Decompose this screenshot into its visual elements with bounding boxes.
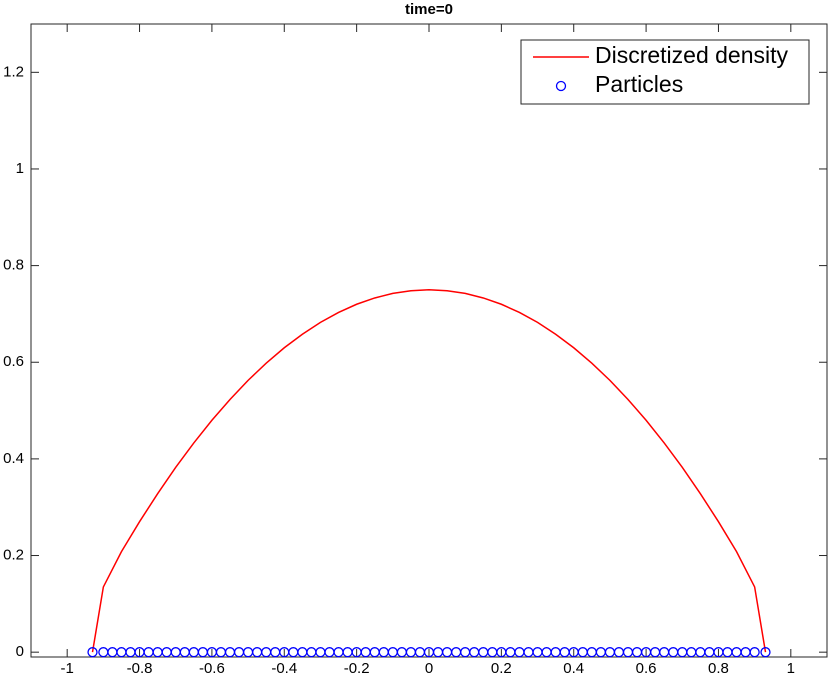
y-tick-label: 1.2: [3, 63, 24, 80]
y-tick-label: 0.4: [3, 450, 24, 467]
y-tick-label: 0: [16, 643, 24, 660]
y-tick-label: 0.2: [3, 546, 24, 563]
chart-title: time=0: [405, 1, 453, 18]
legend-label: Discretized density: [595, 42, 789, 68]
x-tick-label: 0.6: [636, 660, 657, 677]
x-tick-label: 1: [787, 660, 795, 677]
y-tick-label: 1: [16, 160, 24, 177]
legend-box: [520, 39, 810, 105]
x-tick-label: -0.8: [127, 660, 153, 677]
y-tick-label: 0.6: [3, 353, 24, 370]
particle: [760, 647, 771, 658]
particle: [749, 647, 760, 658]
x-tick-label: -0.6: [199, 660, 225, 677]
x-tick-label: 0.4: [563, 660, 584, 677]
x-tick-label: 0.2: [491, 660, 512, 677]
y-tick-label: 0.8: [3, 257, 24, 274]
density-line: [91, 289, 767, 653]
plot-area: [30, 23, 828, 658]
x-tick-label: 0.8: [708, 660, 729, 677]
legend-swatch: [555, 80, 567, 92]
x-tick-label: -0.2: [344, 660, 370, 677]
legend-label: Particles: [595, 71, 683, 97]
x-tick-label: -1: [61, 660, 74, 677]
x-tick-label: -0.4: [271, 660, 297, 677]
particle: [87, 647, 98, 658]
x-tick-label: 0: [425, 660, 433, 677]
